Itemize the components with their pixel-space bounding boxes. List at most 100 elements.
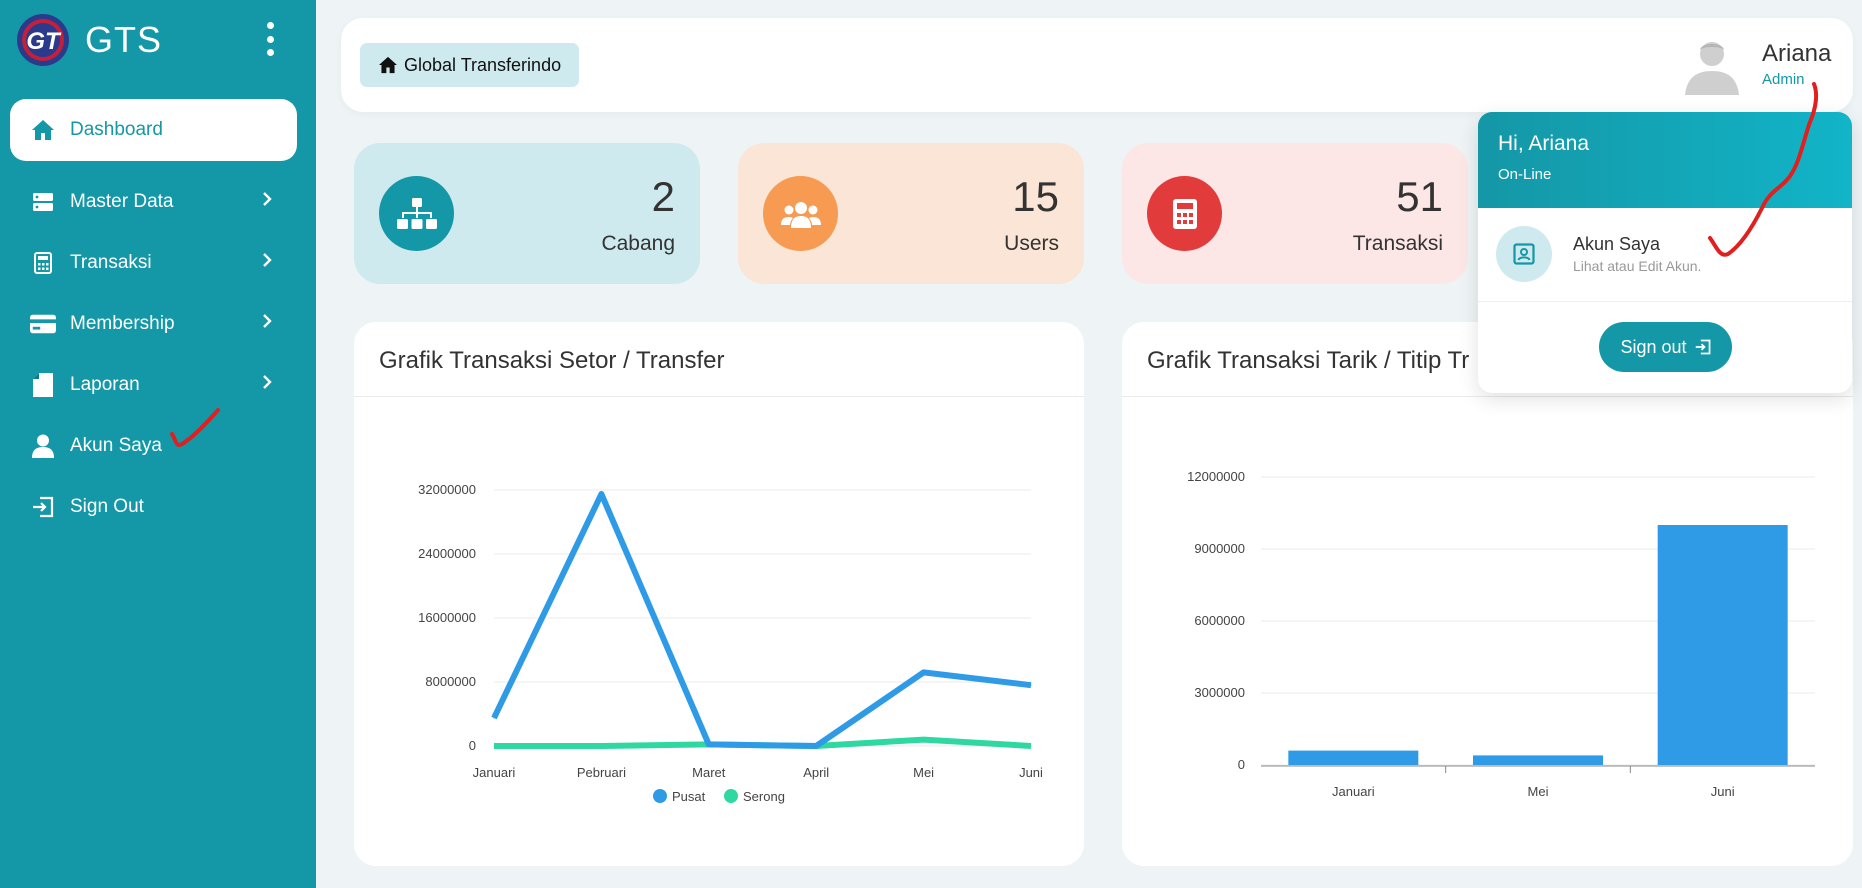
x-tick-label: Pebruari [577, 765, 626, 780]
bar-mei [1473, 755, 1603, 765]
dropdown-item-subtitle: Lihat atau Edit Akun. [1573, 258, 1702, 274]
id-card-icon [1496, 226, 1552, 282]
sidebar-item-master-data[interactable]: Master Data [0, 171, 316, 232]
stat-value: 2 [651, 173, 675, 220]
y-tick-label: 24000000 [418, 546, 476, 561]
legend-label: Pusat [672, 789, 706, 804]
bar-januari [1288, 750, 1419, 765]
y-tick-label: 6000000 [1194, 613, 1245, 628]
topbar: Global Transferindo Ariana Admin [341, 18, 1853, 112]
breadcrumb[interactable]: Global Transferindo [360, 43, 580, 87]
legend-label: Serong [743, 789, 785, 804]
x-tick-label: Juni [1019, 765, 1043, 780]
server-icon [30, 189, 56, 215]
credit-card-icon [30, 311, 56, 337]
data-point [1030, 745, 1032, 747]
x-tick-label: Mei [1528, 784, 1549, 799]
y-tick-label: 32000000 [418, 482, 476, 497]
stat-card-users: 15 Users [738, 143, 1084, 284]
y-tick-label: 16000000 [418, 610, 476, 625]
sidebar-item-label: Akun Saya [70, 434, 162, 456]
x-tick-label: April [803, 765, 829, 780]
stat-value: 15 [1012, 173, 1059, 220]
brand-name: GTS [85, 19, 163, 60]
y-tick-label: 0 [1238, 757, 1245, 772]
users-icon [763, 176, 838, 251]
sidebar: GT GTS Dashboard Master Data Transaksi [0, 0, 316, 888]
bar-juni [1657, 525, 1788, 765]
brand[interactable]: GT GTS [15, 12, 162, 68]
file-icon [30, 372, 56, 398]
sidebar-nav: Dashboard Master Data Transaksi Membersh… [0, 99, 316, 537]
sidebar-item-membership[interactable]: Membership [0, 293, 316, 354]
calculator-icon [30, 250, 56, 276]
data-point [600, 745, 602, 747]
legend-marker [724, 789, 738, 803]
sidebar-item-laporan[interactable]: Laporan [0, 354, 316, 415]
series-line-pusat [491, 491, 1032, 749]
divider [354, 396, 1084, 397]
home-icon [30, 117, 56, 143]
y-tick-label: 9000000 [1194, 541, 1245, 556]
data-point [493, 745, 495, 747]
chart-card-setor-transfer: Grafik Transaksi Setor / Transfer 0 80000… [354, 322, 1084, 866]
user-role: Admin [1762, 71, 1805, 88]
data-point [600, 493, 602, 495]
x-tick-label: Juni [1711, 784, 1735, 799]
sign-out-icon [30, 494, 56, 520]
sidebar-item-transaksi[interactable]: Transaksi [0, 232, 316, 293]
kebab-menu-icon[interactable] [262, 22, 278, 56]
legend-marker [653, 789, 667, 803]
data-point [923, 671, 925, 673]
home-icon [378, 56, 398, 74]
sign-out-button[interactable]: Sign out [1599, 322, 1732, 372]
x-tick-label: Maret [692, 765, 726, 780]
chevron-right-icon [262, 313, 272, 335]
svg-text:GT: GT [26, 28, 62, 55]
data-point [923, 739, 925, 741]
breadcrumb-label: Global Transferindo [404, 54, 562, 75]
dropdown-item-title: Akun Saya [1573, 234, 1661, 254]
data-point [708, 743, 710, 745]
dropdown-header: Hi, Ariana On-Line [1478, 112, 1852, 208]
sidebar-item-label: Transaksi [70, 251, 152, 273]
chart-title: Grafik Transaksi Setor / Transfer [379, 347, 725, 374]
sidebar-item-akun-saya[interactable]: Akun Saya [0, 415, 316, 476]
y-tick-label: 0 [469, 738, 476, 753]
x-tick-label: Mei [913, 765, 934, 780]
stat-label: Users [1004, 232, 1059, 255]
sidebar-item-label: Membership [70, 312, 175, 334]
sitemap-icon [379, 176, 454, 251]
data-point [1030, 684, 1032, 686]
sidebar-item-label: Sign Out [70, 495, 144, 517]
chart-card-tarik-titip: Grafik Transaksi Tarik / Titip Tr 0 30000… [1122, 322, 1853, 866]
stat-card-cabang: 2 Cabang [354, 143, 700, 284]
chart-title: Grafik Transaksi Tarik / Titip Tr [1147, 347, 1470, 374]
y-tick-label: 8000000 [425, 674, 476, 689]
bar-chart: 0 3000000 6000000 9000000 12000000 Januari Mei… [1187, 469, 1815, 799]
gts-logo: GT [17, 14, 69, 66]
user-name[interactable]: Ariana [1762, 40, 1832, 67]
sign-out-icon [1695, 339, 1711, 355]
stat-label: Cabang [601, 232, 675, 255]
data-point [493, 717, 495, 719]
online-status: On-Line [1498, 166, 1552, 183]
x-tick-label: Januari [473, 765, 516, 780]
chevron-right-icon [262, 374, 272, 396]
chevron-right-icon [262, 191, 272, 213]
dropdown-item-akun-saya[interactable]: Akun Saya Lihat atau Edit Akun. [1478, 208, 1852, 302]
y-tick-label: 3000000 [1194, 685, 1245, 700]
user-dropdown: Hi, Ariana On-Line Akun Saya Lihat atau … [1478, 112, 1852, 393]
avatar[interactable] [1681, 35, 1743, 97]
sidebar-item-label: Dashboard [70, 119, 163, 140]
stat-card-transaksi: 51 Transaksi [1122, 143, 1468, 284]
divider [1122, 396, 1853, 397]
sidebar-item-sign-out[interactable]: Sign Out [0, 476, 316, 537]
sign-out-label: Sign out [1620, 336, 1687, 357]
sidebar-item-dashboard[interactable]: Dashboard [10, 99, 297, 161]
data-point [815, 745, 817, 747]
greeting: Hi, Ariana [1498, 132, 1590, 155]
calculator-icon [1147, 176, 1222, 251]
y-tick-label: 12000000 [1187, 469, 1245, 484]
line-chart: 0 8000000 16000000 24000000 32000000 Januari P… [418, 482, 1043, 804]
